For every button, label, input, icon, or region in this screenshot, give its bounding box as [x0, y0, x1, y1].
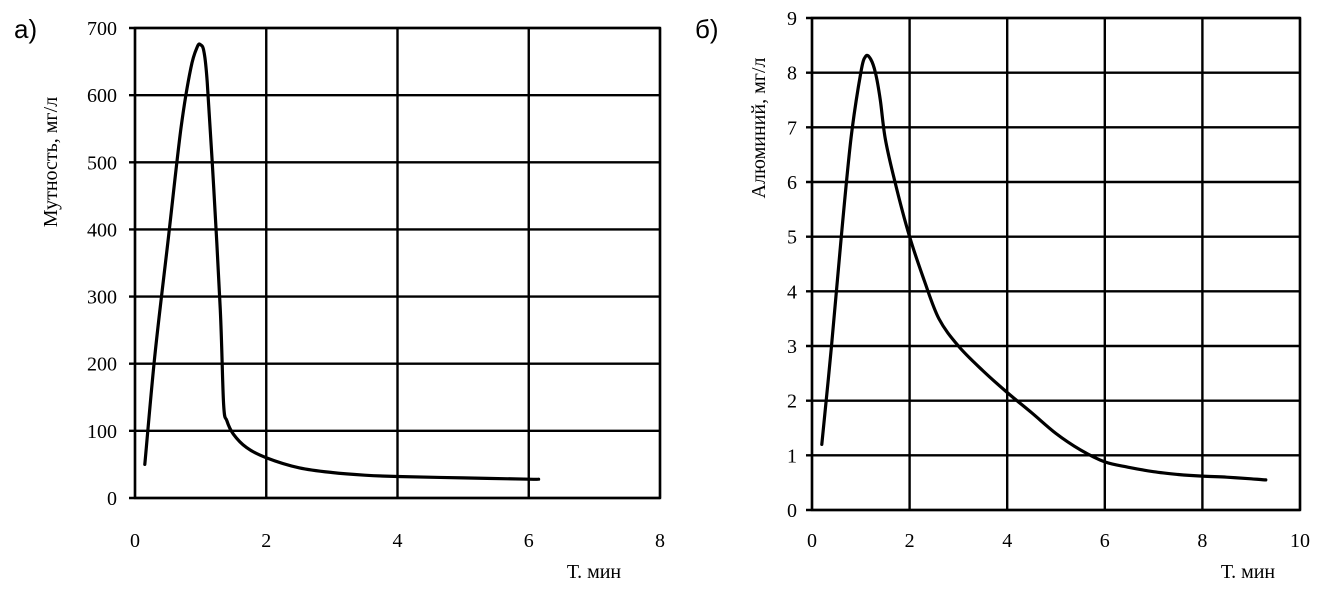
x-tick-label: 2	[261, 530, 271, 552]
y-tick-label: 5	[787, 227, 797, 249]
x-axis-title: Т. мин	[567, 561, 622, 583]
panel-label: б)	[695, 14, 719, 44]
y-tick-label: 2	[787, 391, 797, 413]
x-tick-label: 10	[1290, 530, 1310, 552]
panel-label: а)	[14, 14, 37, 44]
chart-panel-1: 0 100 200 300 400 500 600 700 0 2 4 6 8 Т. мин Мутност…	[14, 14, 665, 583]
y-tick-label: 7	[787, 117, 797, 139]
y-tick-label: 0	[787, 500, 797, 522]
y-axis-title: Алюминий, мг/л	[748, 57, 770, 198]
x-tick-label: 6	[524, 530, 534, 552]
y-tick-label: 300	[87, 287, 117, 309]
y-tick-label: 700	[87, 18, 117, 40]
y-tick-label: 8	[787, 63, 797, 85]
y-tick-label: 6	[787, 172, 797, 194]
x-tick-label: 0	[130, 530, 140, 552]
x-tick-label: 4	[393, 530, 403, 552]
y-tick-label: 400	[87, 219, 117, 241]
y-tick-label: 3	[787, 336, 797, 358]
y-tick-label: 200	[87, 354, 117, 376]
chart-panel-2: 0 1 2 3 4 5 6 7 8 9 0 2 4 6 8 10 Т. мин Алюминий, мг/л б)	[695, 8, 1310, 583]
series-line-1	[143, 42, 541, 481]
series-line-1	[820, 53, 1268, 482]
x-tick-label: 8	[1197, 530, 1207, 552]
x-tick-label: 0	[807, 530, 817, 552]
plot-frame	[133, 26, 662, 500]
x-tick-label: 6	[1100, 530, 1110, 552]
y-tick-label: 1	[787, 445, 797, 467]
y-tick-label: 600	[87, 85, 117, 107]
y-tick-label: 100	[87, 421, 117, 443]
y-tick-label: 9	[787, 8, 797, 30]
y-axis-title: Мутность, мг/л	[40, 97, 62, 227]
y-tick-label: 0	[107, 488, 117, 510]
y-tick-label: 500	[87, 152, 117, 174]
x-axis-title: Т. мин	[1221, 561, 1276, 583]
x-tick-label: 4	[1002, 530, 1012, 552]
y-tick-label: 4	[787, 281, 797, 303]
x-tick-label: 2	[905, 530, 915, 552]
plot-frame	[810, 16, 1302, 512]
x-tick-label: 8	[655, 530, 665, 552]
